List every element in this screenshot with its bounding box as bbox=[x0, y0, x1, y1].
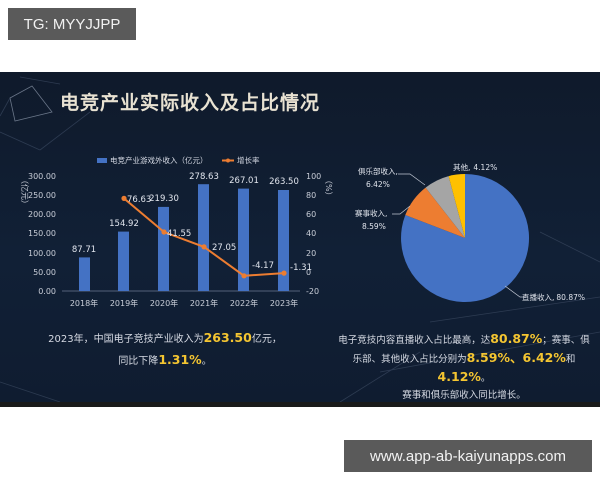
bars bbox=[79, 184, 289, 291]
svg-text:2021年: 2021年 bbox=[190, 298, 218, 308]
svg-text:76.63: 76.63 bbox=[127, 195, 151, 205]
legend-bar-swatch bbox=[97, 158, 107, 163]
watermark-url-badge: www.app-ab-kaiyunapps.com bbox=[344, 440, 592, 472]
svg-text:150.00: 150.00 bbox=[28, 229, 56, 238]
svg-text:40: 40 bbox=[306, 229, 316, 238]
bar-2019 bbox=[118, 231, 129, 291]
pie-label-event-pct: 8.59% bbox=[362, 222, 386, 231]
pie-slice-club bbox=[425, 176, 465, 238]
growth-rate-points bbox=[121, 195, 287, 279]
svg-text:250.00: 250.00 bbox=[28, 191, 56, 200]
bar-2022 bbox=[238, 188, 249, 291]
page-title: 电竞产业实际收入及占比情况 bbox=[60, 92, 321, 114]
svg-text:87.71: 87.71 bbox=[72, 245, 96, 255]
svg-text:154.92: 154.92 bbox=[109, 219, 139, 229]
pie-label-event-name: 赛事收入, bbox=[355, 208, 387, 218]
svg-text:100.00: 100.00 bbox=[28, 249, 56, 258]
left-axis-unit: （亿元） bbox=[20, 176, 30, 208]
right-axis-ticks: 100 80 60 40 20 0 -20 bbox=[306, 172, 321, 296]
svg-text:2022年: 2022年 bbox=[230, 298, 258, 308]
combo-chart: 电竞产业游戏外收入（亿元） 增长率 （亿元） （%） 300.00 250.00… bbox=[20, 155, 333, 308]
panel-bottom-edge bbox=[0, 402, 600, 407]
legend-bar-label: 电竞产业游戏外收入（亿元） bbox=[110, 155, 208, 165]
growth-rate-labels: 76.63 41.55 27.05 -4.17 -1.31 bbox=[127, 195, 312, 273]
pie-label-club-pct: 6.42% bbox=[366, 180, 390, 189]
left-axis-ticks: 300.00 250.00 200.00 150.00 100.00 50.00… bbox=[28, 172, 56, 296]
svg-text:300.00: 300.00 bbox=[28, 172, 56, 181]
pie-slice-live bbox=[401, 174, 530, 303]
legend-line-label: 增长率 bbox=[237, 155, 260, 165]
svg-text:50.00: 50.00 bbox=[33, 268, 56, 277]
right-axis-unit: （%） bbox=[324, 176, 333, 200]
pie-chart: 其他, 4.12% 俱乐部收入, 6.42% 赛事收入, 8.59% 直播收入, 8… bbox=[355, 162, 585, 303]
svg-text:20: 20 bbox=[306, 249, 316, 258]
svg-text:100: 100 bbox=[306, 172, 321, 181]
caption-revenue-summary: 2023年，中国电子竞技产业收入为263.50亿元， 同比下降1.31%。 bbox=[48, 330, 282, 367]
x-axis-labels: 2018年 2019年 2020年 2021年 2022年 2023年 bbox=[70, 298, 298, 308]
pie-slice-event bbox=[405, 187, 465, 238]
bar-value-labels: 87.71 154.92 219.30 278.63 267.01 263.50 bbox=[72, 172, 299, 255]
infographic-panel: 电竞产业实际收入及占比情况 电竞产业游戏外收入（亿元） 增长率 （亿元） （%）… bbox=[0, 72, 600, 407]
svg-text:41.55: 41.55 bbox=[167, 229, 191, 239]
svg-text:2018年: 2018年 bbox=[70, 298, 98, 308]
svg-text:2023年: 2023年 bbox=[270, 298, 298, 308]
svg-text:-1.31: -1.31 bbox=[290, 263, 312, 273]
bar-2020 bbox=[158, 206, 169, 291]
svg-text:0: 0 bbox=[306, 268, 311, 277]
svg-text:219.30: 219.30 bbox=[149, 194, 179, 204]
svg-text:200.00: 200.00 bbox=[28, 210, 56, 219]
svg-text:2020年: 2020年 bbox=[150, 298, 178, 308]
svg-text:-4.17: -4.17 bbox=[252, 261, 274, 271]
svg-text:60: 60 bbox=[306, 210, 316, 219]
bar-2018 bbox=[79, 257, 90, 291]
svg-text:80: 80 bbox=[306, 191, 316, 200]
bar-2021 bbox=[198, 184, 209, 291]
pie-label-live: 直播收入, 80.87% bbox=[522, 292, 585, 302]
svg-text:2019年: 2019年 bbox=[110, 298, 138, 308]
svg-text:278.63: 278.63 bbox=[189, 172, 219, 182]
svg-text:0.00: 0.00 bbox=[38, 287, 56, 296]
svg-text:263.50: 263.50 bbox=[269, 177, 299, 187]
watermark-top-badge: TG: MYYJJPP bbox=[8, 8, 136, 40]
pie-label-other: 其他, 4.12% bbox=[453, 162, 497, 172]
pie-label-club-name: 俱乐部收入, bbox=[358, 166, 398, 176]
svg-text:27.05: 27.05 bbox=[212, 243, 236, 253]
svg-text:267.01: 267.01 bbox=[229, 176, 259, 186]
charts-canvas: 电竞产业游戏外收入（亿元） 增长率 （亿元） （%） 300.00 250.00… bbox=[20, 155, 585, 308]
caption-share-summary: 电子竞技内容直播收入占比最高，达80.87%；赛事、俱乐部、其他收入占比分别为8… bbox=[338, 331, 590, 401]
bar-2023 bbox=[278, 190, 289, 291]
pie-slice-other bbox=[448, 173, 465, 238]
svg-text:-20: -20 bbox=[306, 287, 319, 296]
